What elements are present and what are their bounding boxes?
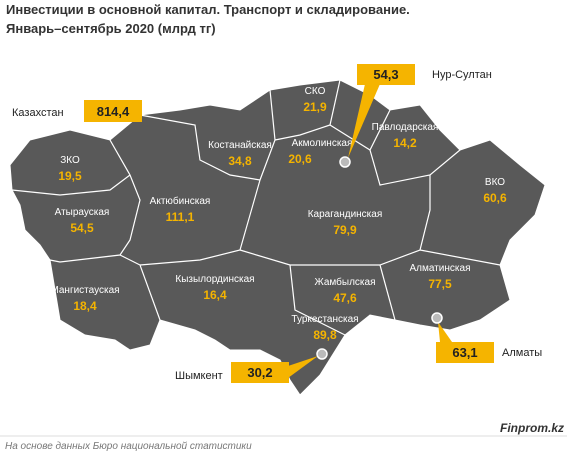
city-box (436, 342, 494, 363)
region-name: ВКО (485, 177, 505, 188)
city-dot (316, 348, 328, 360)
region-value: 16,4 (203, 288, 227, 302)
region-value: 14,2 (393, 136, 417, 150)
city-pointer (348, 84, 380, 158)
region-name: Кызылординская (175, 274, 254, 285)
city-value: 63,1 (452, 345, 477, 360)
region-name: Атырауская (55, 207, 110, 218)
city-name: Нур-Султан (432, 69, 492, 81)
city-pointer (288, 356, 318, 378)
region-value: 21,9 (303, 100, 327, 114)
region-name: СКО (305, 86, 326, 97)
region-name: Туркестанская (291, 314, 358, 325)
city-pointer (438, 322, 452, 342)
region-value: 19,5 (58, 169, 82, 183)
region-value: 79,9 (333, 223, 357, 237)
city-dot (431, 312, 443, 324)
total-box (84, 100, 142, 122)
region-borders (11, 79, 501, 336)
region-value: 18,4 (73, 299, 97, 313)
brand: Finprom.kz (500, 421, 564, 435)
city-dot (339, 156, 351, 168)
subtitle: Январь–сентябрь 2020 (млрд тг) (6, 21, 216, 36)
region-value: 20,6 (288, 152, 312, 166)
region-name: Алматинская (410, 263, 471, 274)
title: Инвестиции в основной капитал. Транспорт… (6, 2, 410, 17)
map-outline (9, 79, 546, 396)
city-value: 30,2 (247, 365, 272, 380)
region-name: Мангистауская (50, 285, 119, 296)
region-value: 111,1 (166, 210, 195, 224)
total-label: Казахстан (12, 107, 64, 119)
total-value: 814,4 (97, 104, 130, 119)
city-name: Шымкент (175, 370, 223, 382)
source: На основе данных Бюро национальной стати… (5, 441, 252, 452)
region-name: Жамбылская (315, 276, 376, 288)
region-value: 47,6 (333, 291, 357, 305)
region-name: Карагандинская (308, 209, 383, 220)
city-box (357, 64, 415, 85)
city-name: Алматы (502, 347, 542, 359)
region-value: 60,6 (483, 191, 507, 205)
region-name: Акмолинская (292, 138, 353, 149)
region-value: 77,5 (428, 277, 452, 291)
region-name: ЗКО (60, 155, 80, 166)
region-value: 34,8 (228, 154, 252, 168)
region-name: Актюбинская (150, 195, 211, 207)
region-name: Костанайская (208, 140, 272, 151)
region-name: Павлодарская (372, 122, 439, 133)
city-value: 54,3 (373, 67, 398, 82)
region-value: 54,5 (70, 221, 94, 235)
city-box (231, 362, 289, 383)
region-value: 89,8 (313, 328, 337, 342)
